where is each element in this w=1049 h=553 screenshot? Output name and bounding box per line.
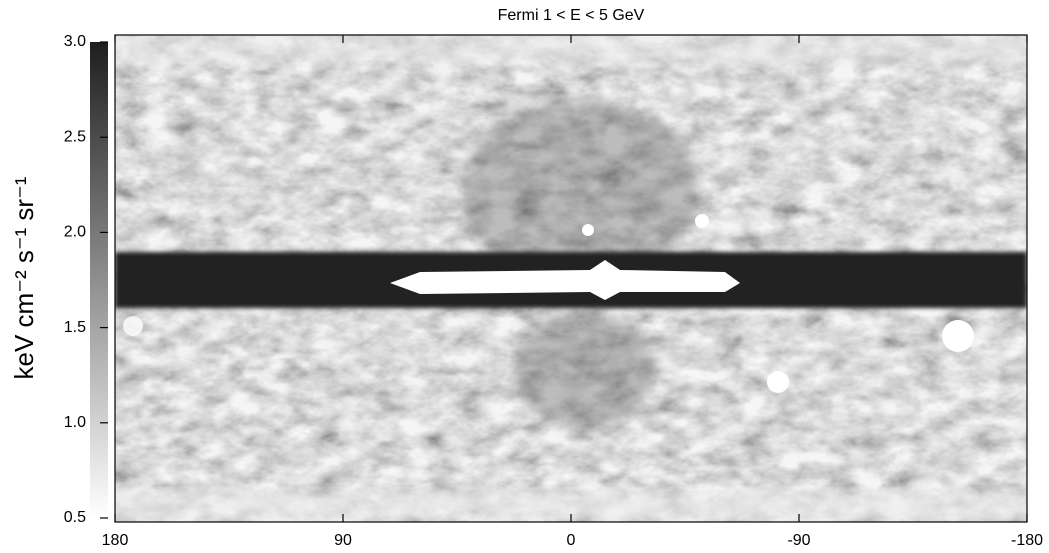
colorbar [90, 42, 108, 518]
colorbar-tick-label: 3.0 [64, 33, 86, 50]
x-tick-label: -180 [1011, 532, 1043, 549]
colorbar-tick-label: 2.0 [64, 224, 86, 241]
sky-map [115, 35, 1027, 522]
chart-title: Fermi 1 < E < 5 GeV [498, 7, 645, 24]
x-tick-label: -90 [787, 532, 810, 549]
x-tick-label: 180 [102, 532, 129, 549]
colorbar-tick-label: 1.0 [64, 414, 86, 431]
colorbar-tick-label: 2.5 [64, 128, 86, 145]
colorbar-tick-label: 0.5 [64, 509, 86, 526]
colorbar-tick-label: 1.5 [64, 319, 86, 336]
colorbar-label: keV cm⁻² s⁻¹ sr⁻¹ [9, 176, 39, 379]
x-tick-label: 90 [334, 532, 352, 549]
x-tick-label: 0 [567, 532, 576, 549]
